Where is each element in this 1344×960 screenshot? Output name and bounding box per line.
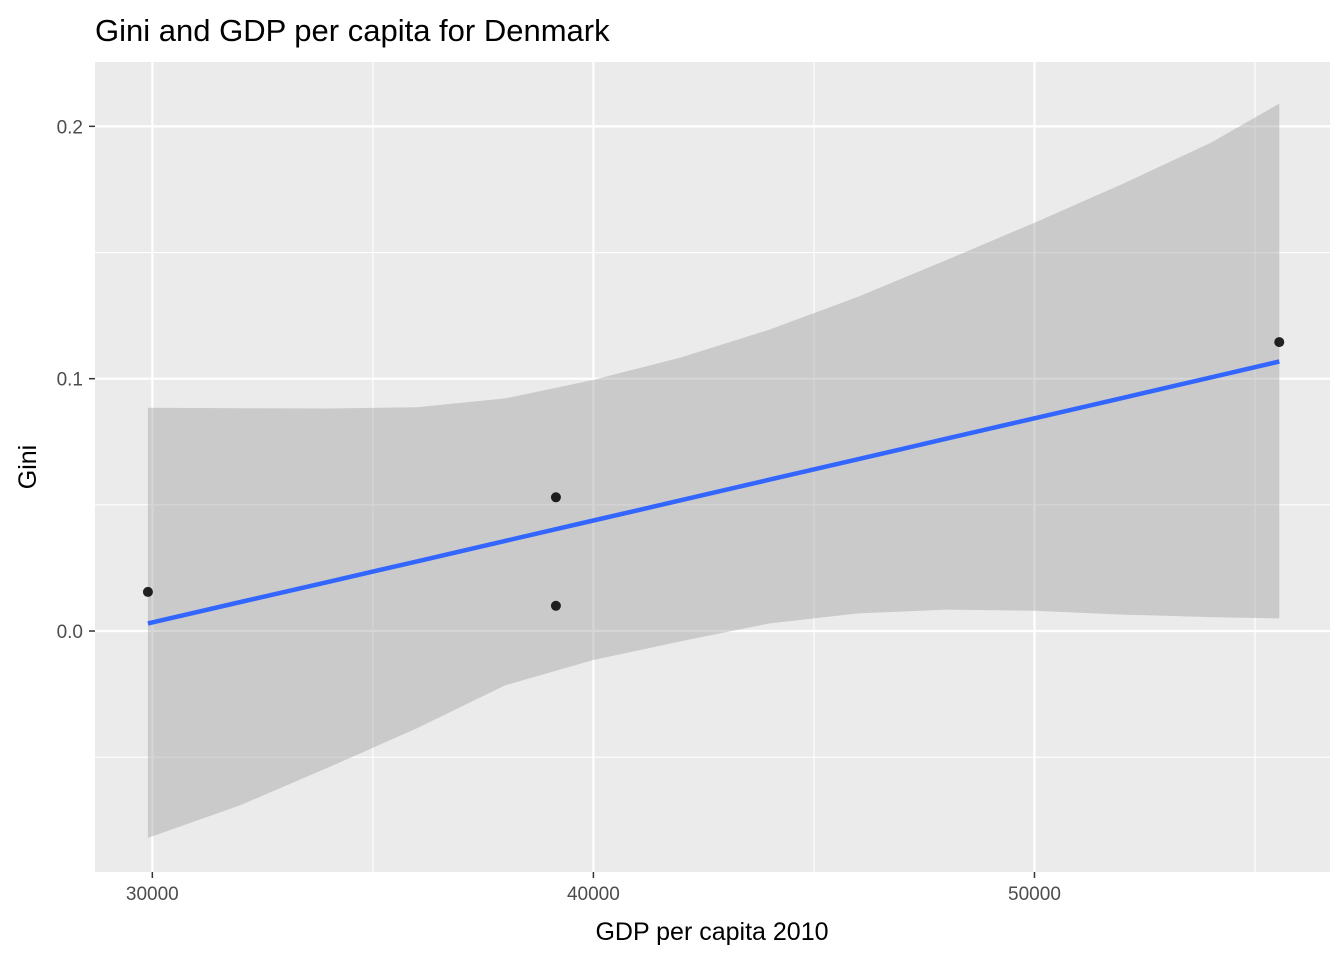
y-tick-label: 0.1: [57, 370, 83, 391]
chart-title: Gini and GDP per capita for Denmark: [95, 13, 610, 48]
x-tick-label: 50000: [1008, 884, 1061, 905]
grid-major: [95, 62, 1330, 872]
data-point: [550, 600, 561, 611]
confidence-band-layer: [147, 103, 1280, 838]
y-axis: 0.0 0.1 0.2: [57, 117, 95, 643]
data-point: [142, 586, 153, 597]
x-axis-title: GDP per capita 2010: [595, 918, 828, 946]
grid-minor: [95, 62, 1330, 872]
y-tick-label: 0.2: [57, 117, 83, 138]
data-point: [550, 492, 561, 503]
confidence-band: [147, 103, 1280, 838]
y-tick-label: 0.0: [57, 622, 83, 643]
x-tick-label: 30000: [126, 884, 179, 905]
x-axis: 30000 40000 50000: [126, 872, 1061, 905]
fit-line: [147, 359, 1280, 626]
points-layer: [142, 337, 1285, 611]
fit-line-layer: [147, 359, 1280, 626]
plot-panel: [95, 62, 1330, 872]
y-axis-title: Gini: [14, 445, 42, 489]
data-point: [1274, 337, 1285, 348]
x-tick-label: 40000: [567, 884, 620, 905]
